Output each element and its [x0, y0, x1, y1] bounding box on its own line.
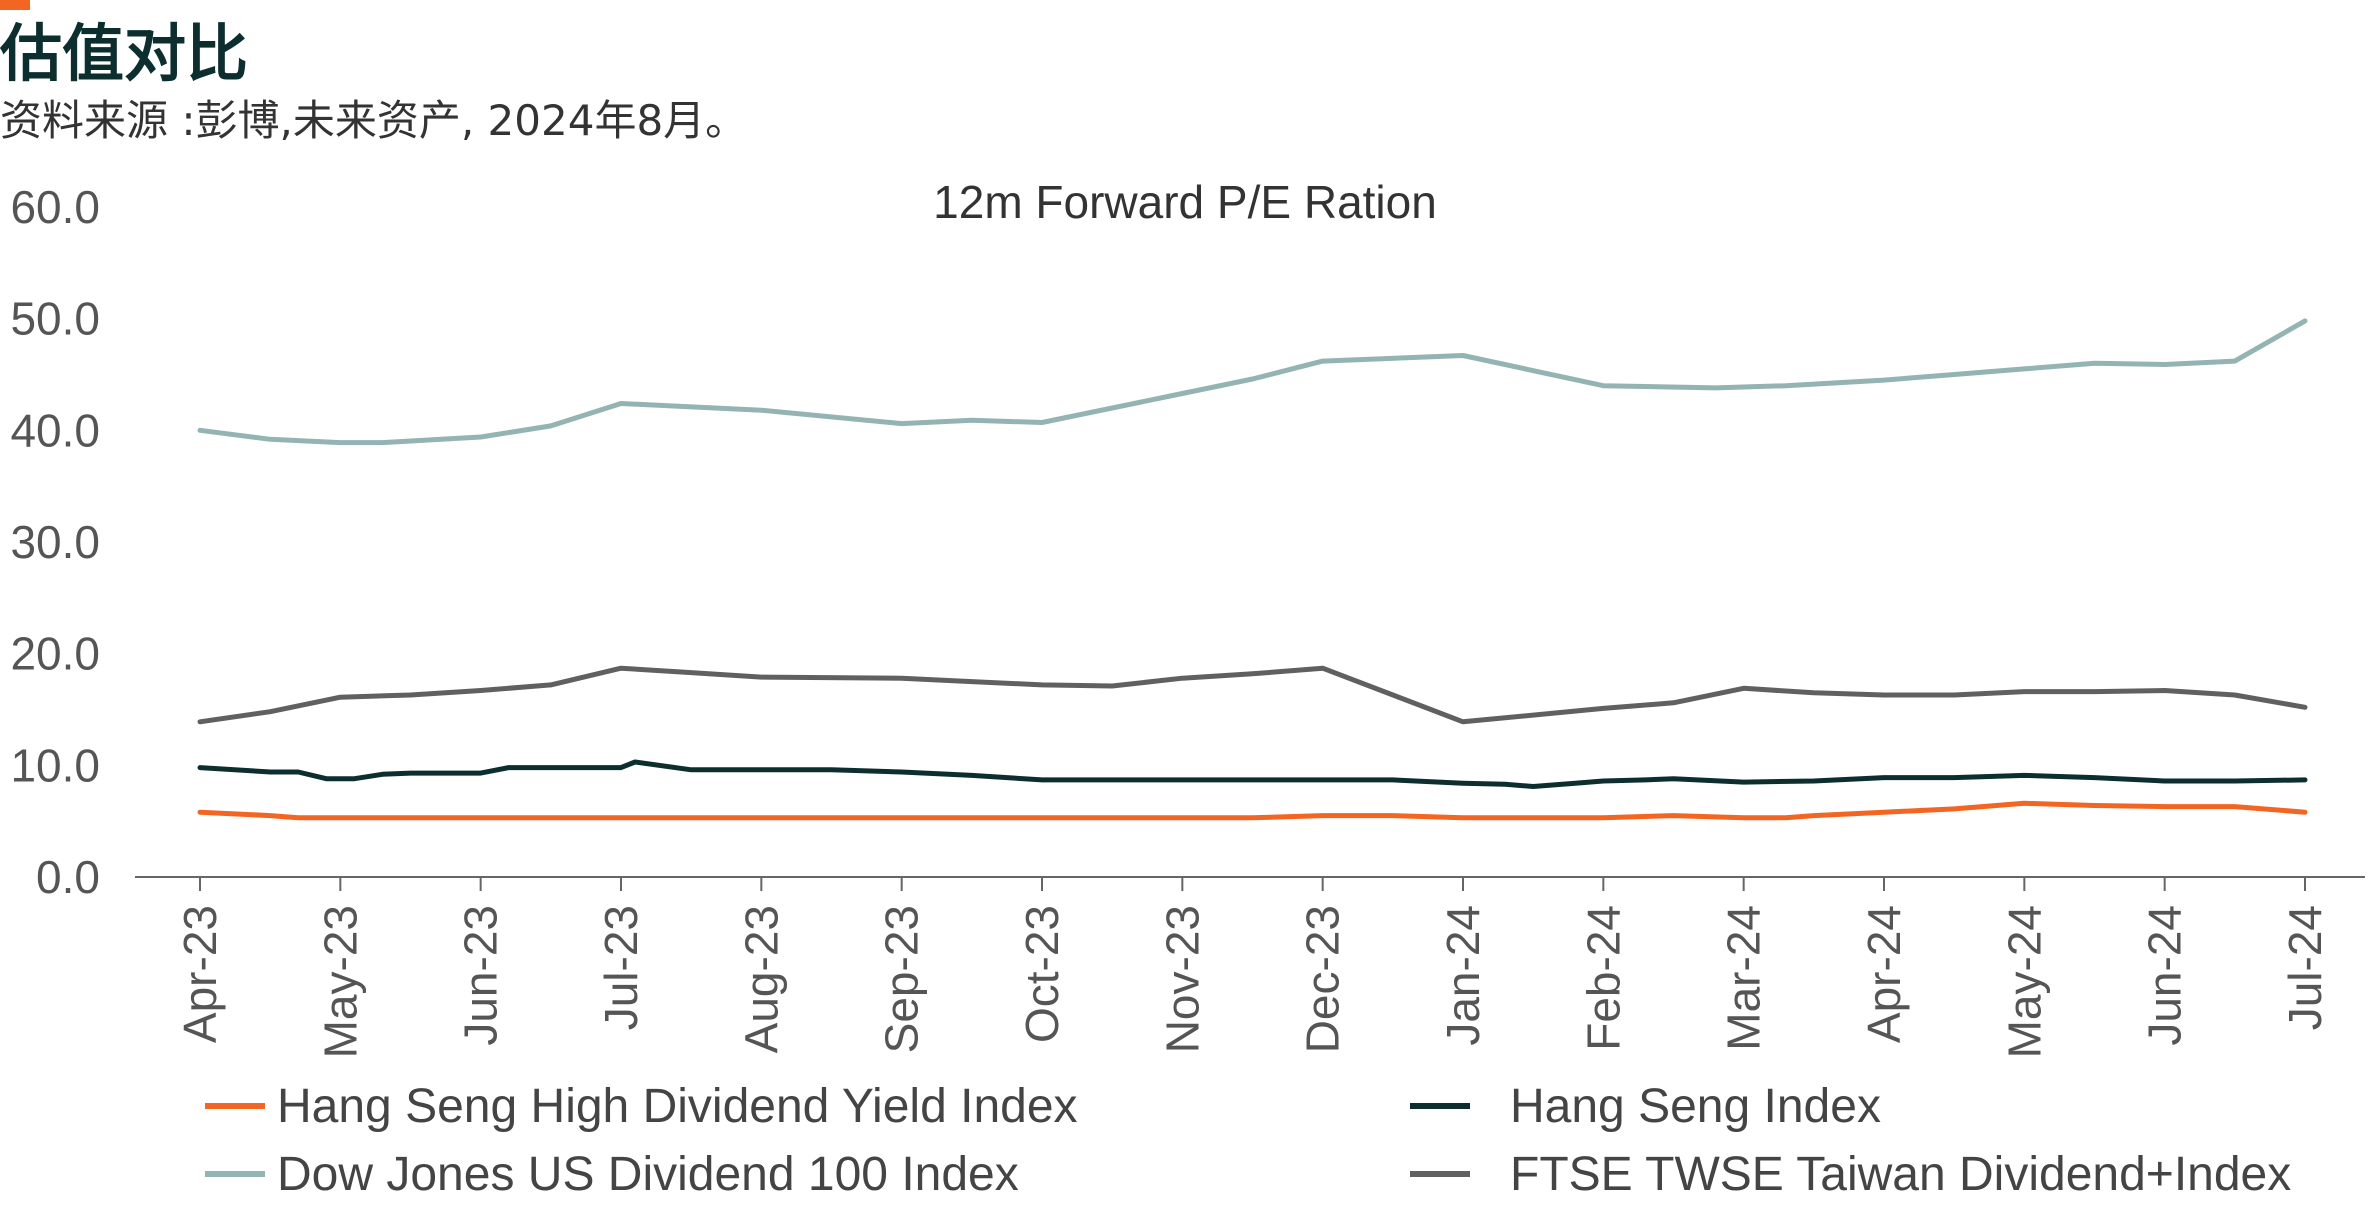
x-tick-label: Aug-23	[735, 905, 787, 1053]
x-axis-ticks: Apr-23 May-23 Jun-23 Jul-23 Aug-23 Sep-23 Oct-…	[174, 877, 2331, 1058]
x-tick-label: Apr-23	[174, 905, 226, 1043]
series-line	[197, 665, 2308, 725]
x-tick-label: May-24	[1998, 905, 2050, 1058]
legend-label: Dow Jones US Dividend 100 Index	[277, 1148, 1019, 1201]
x-tick-label: Feb-24	[1577, 905, 1629, 1051]
y-tick-label: 40.0	[10, 404, 100, 456]
legend: Hang Seng High Dividend Yield Index Hang …	[205, 1080, 2291, 1201]
source-note: 资料来源 :彭博,未来资产, 2024年8月。	[0, 96, 748, 145]
x-tick-label: Nov-23	[1156, 905, 1208, 1053]
y-tick-label: 10.0	[10, 739, 100, 791]
y-tick-label: 60.0	[10, 181, 100, 233]
x-tick-label: Jul-24	[2279, 905, 2331, 1030]
x-tick-label: Dec-23	[1297, 905, 1349, 1053]
x-tick-label: Oct-23	[1016, 905, 1068, 1043]
legend-label: Hang Seng Index	[1510, 1080, 1881, 1133]
y-tick-label: 50.0	[10, 293, 100, 345]
legend-label: FTSE TWSE Taiwan Dividend+Index	[1510, 1148, 2291, 1201]
y-axis-ticks: 0.0 10.0 20.0 30.0 40.0 50.0 60.0	[10, 181, 100, 903]
series-line	[197, 800, 2308, 821]
x-tick-label: Apr-24	[1858, 905, 1910, 1043]
y-tick-label: 20.0	[10, 628, 100, 680]
x-tick-label: Sep-23	[876, 905, 928, 1053]
x-tick-label: Jul-23	[595, 905, 647, 1030]
legend-label: Hang Seng High Dividend Yield Index	[277, 1080, 1078, 1133]
chart-title: 12m Forward P/E Ration	[933, 176, 1437, 228]
accent-bar	[0, 0, 30, 10]
x-tick-label: Jan-24	[1437, 905, 1489, 1046]
x-tick-label: Mar-24	[1718, 905, 1770, 1051]
series-lines	[197, 318, 2308, 821]
x-tick-label: Jun-24	[2139, 905, 2191, 1046]
series-line	[197, 759, 2308, 789]
x-tick-label: May-23	[314, 905, 366, 1058]
y-tick-label: 0.0	[36, 851, 100, 903]
page-title: 估值对比	[0, 17, 249, 90]
series-line	[197, 318, 2308, 446]
y-tick-label: 30.0	[10, 516, 100, 568]
x-tick-label: Jun-23	[455, 905, 507, 1046]
